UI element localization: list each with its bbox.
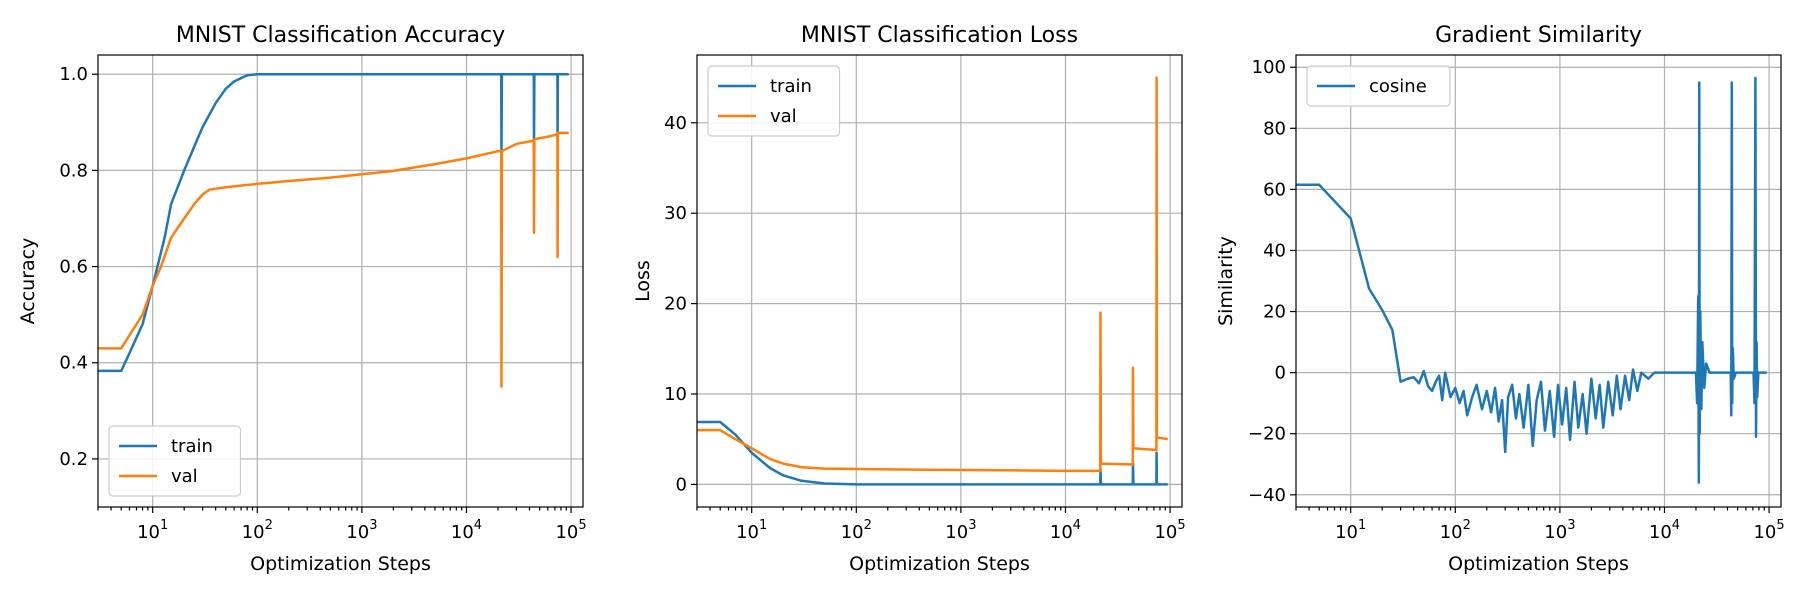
x-tick-label: 102: [841, 518, 872, 543]
series-line-cosine: [1296, 76, 1767, 484]
legend-label-train: train: [171, 436, 213, 457]
x-tick-label: 103: [1544, 518, 1575, 543]
y-tick-label: 10: [664, 384, 687, 405]
legend-box: [1306, 65, 1451, 107]
chart-panel-similarity: 101 102 103 104 105 −40 −20 0 20 40 60 80 100 Gradien…: [1215, 23, 1785, 575]
series-line-train: [98, 72, 569, 373]
y-tick-label: 40: [664, 113, 687, 134]
x-axis-label: Optimization Steps: [250, 553, 431, 575]
chart-title: MNIST Classification Loss: [801, 23, 1078, 48]
legend: train val: [707, 65, 841, 137]
plot-frame: [696, 54, 1183, 508]
x-tick-label: 103: [945, 518, 976, 543]
x-tick-label: 105: [555, 518, 586, 543]
chart-title: Gradient Similarity: [1435, 23, 1642, 48]
legend-label-val: val: [171, 466, 198, 487]
series-line-val: [697, 76, 1168, 473]
chart-panel-loss: 101 102 103 104 105 0 10 20 30 40 MNIST Classifica…: [632, 23, 1186, 575]
x-tick-label: 104: [451, 518, 482, 543]
legend-label-train: train: [770, 76, 812, 97]
y-tick-label: 0.8: [59, 160, 88, 181]
legend-box: [108, 425, 242, 497]
x-tick-label: 103: [346, 518, 377, 543]
y-tick-label: 20: [664, 294, 687, 315]
x-tick-label: 104: [1050, 518, 1081, 543]
y-tick-label: 100: [1252, 57, 1286, 78]
series-line-train: [697, 420, 1168, 486]
plot-frame: [97, 54, 584, 508]
x-tick-label: 102: [242, 518, 273, 543]
x-axis-label: Optimization Steps: [1448, 553, 1629, 575]
x-tick-label: 104: [1649, 518, 1680, 543]
y-tick-label: 0.2: [59, 449, 88, 470]
x-tick-label: 105: [1753, 518, 1784, 543]
y-tick-label: 1.0: [59, 64, 88, 85]
y-axis-label: Similarity: [1215, 236, 1237, 326]
y-tick-label: −40: [1248, 485, 1286, 506]
y-tick-label: 0: [1275, 363, 1286, 384]
y-axis-label: Loss: [632, 260, 654, 302]
y-tick-label: 60: [1263, 179, 1286, 200]
legend-label-val: val: [770, 106, 797, 127]
legend: cosine: [1306, 65, 1451, 107]
x-tick-label: 102: [1440, 518, 1471, 543]
x-tick-label: 105: [1154, 518, 1185, 543]
chart-title: MNIST Classification Accuracy: [176, 23, 505, 48]
x-tick-label: 101: [736, 518, 767, 543]
y-tick-label: 20: [1263, 302, 1286, 323]
plot-frame: [1295, 54, 1782, 508]
y-axis-label: Accuracy: [17, 238, 39, 325]
y-tick-label: 0.4: [59, 353, 88, 374]
y-tick-label: 40: [1263, 240, 1286, 261]
y-tick-label: −20: [1248, 424, 1286, 445]
y-tick-label: 30: [664, 203, 687, 224]
legend-box: [707, 65, 841, 137]
legend: train val: [108, 425, 242, 497]
y-tick-label: 80: [1263, 118, 1286, 139]
x-axis-label: Optimization Steps: [849, 553, 1030, 575]
legend-label-cosine: cosine: [1369, 76, 1427, 97]
x-tick-label: 101: [137, 518, 168, 543]
series-line-val: [98, 131, 569, 389]
chart-panel-accuracy: 101 102 103 104 105 0.2 0.4 0.6 0.8 1.0 MNIST Clas…: [17, 23, 587, 575]
y-tick-label: 0.6: [59, 257, 88, 278]
y-tick-label: 0: [676, 474, 687, 495]
x-tick-label: 101: [1335, 518, 1366, 543]
